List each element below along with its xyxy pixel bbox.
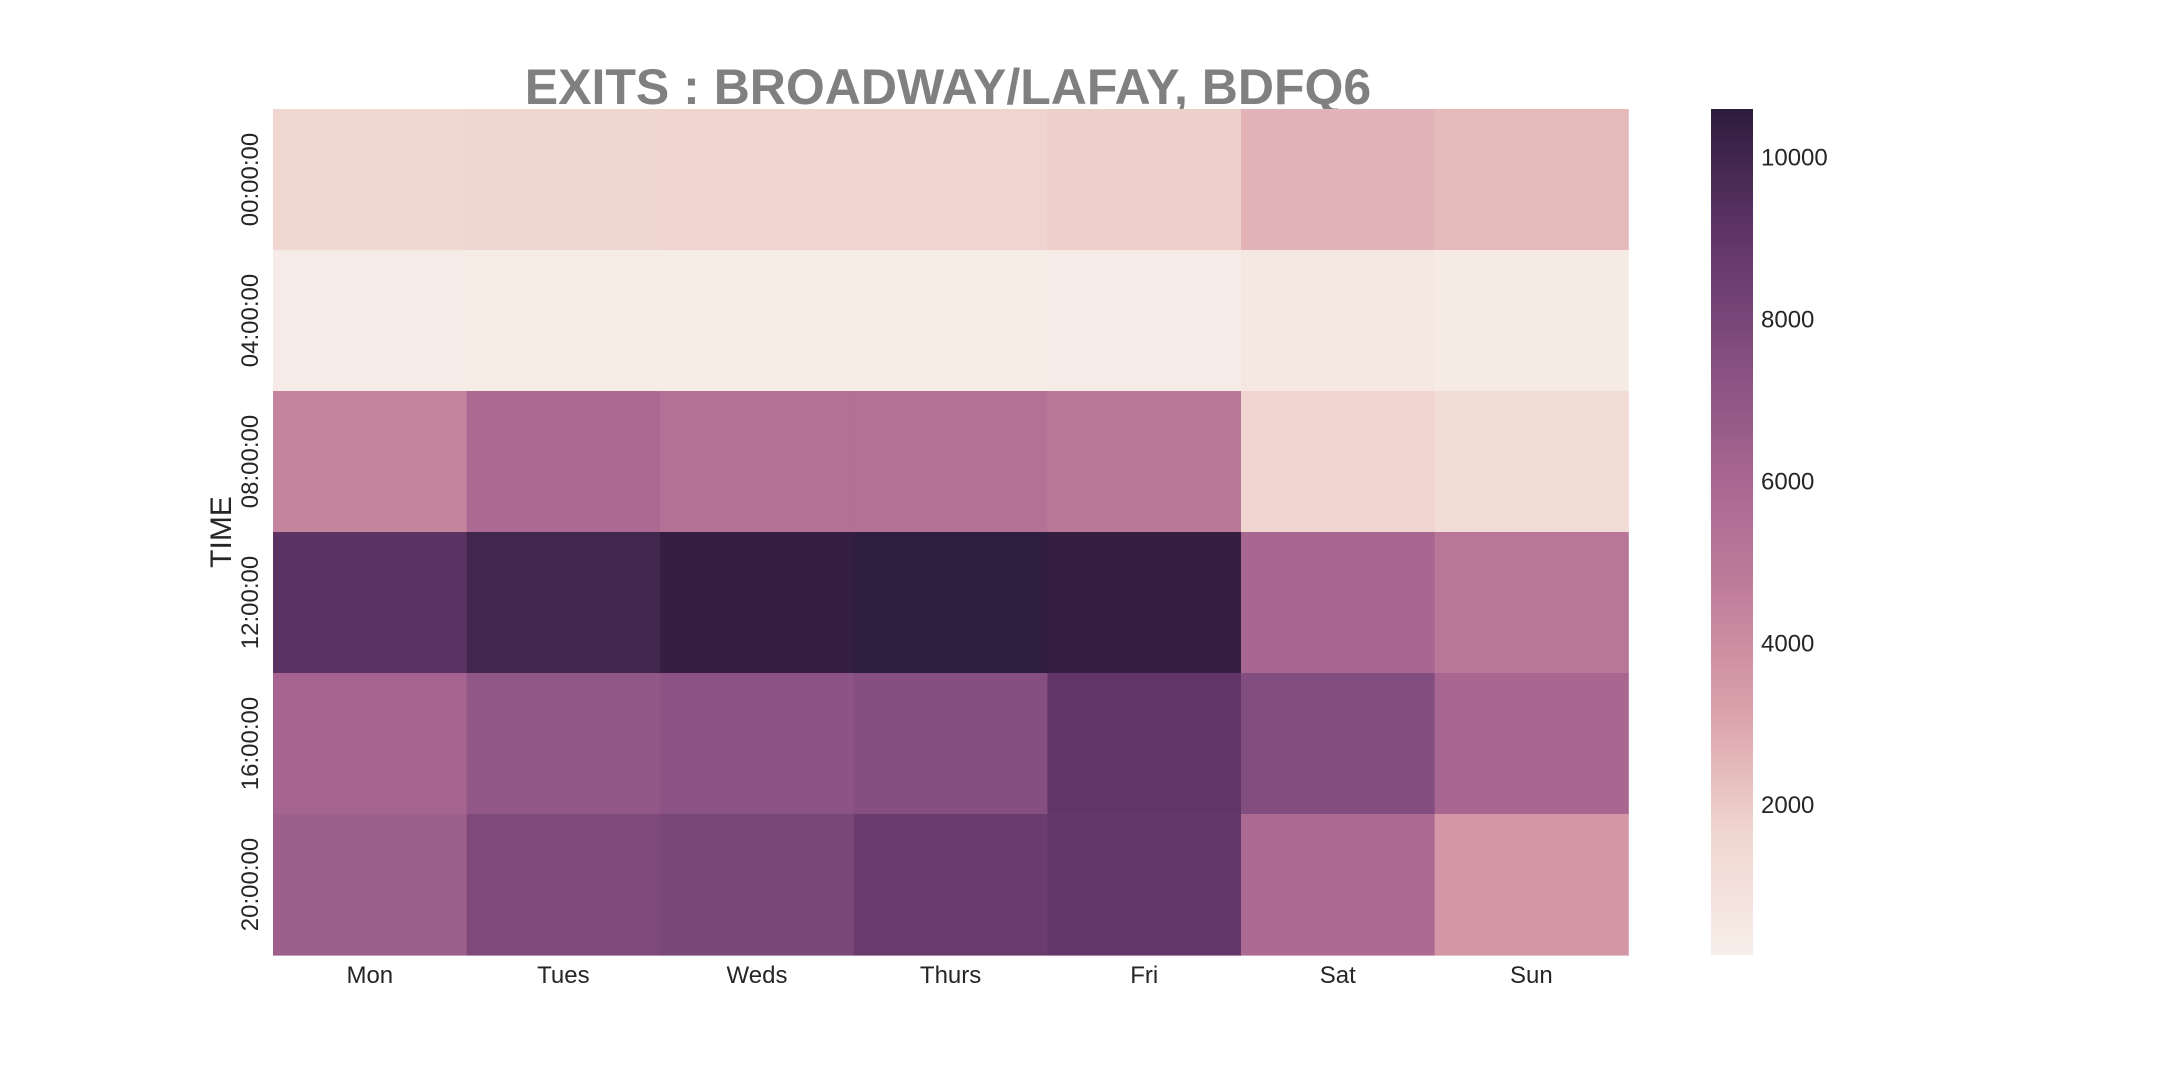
heatmap-cell [1434,814,1629,956]
colorbar-tick-labels: 2000 4000 6000 8000 10000 [1761,145,1828,820]
x-tick-label: Sat [1320,962,1356,989]
heatmap-cell [273,391,468,533]
y-tick-label: 16:00:00 [237,697,264,790]
colorbar [1711,109,1753,955]
colorbar-tick-label: 8000 [1761,307,1814,334]
heatmap-cell [466,109,661,251]
x-tick-label: Sun [1510,962,1553,989]
heatmap-cell [853,673,1048,815]
heatmap-cell [466,250,661,392]
heatmap-cell [1047,109,1242,251]
heatmap-cell [1434,532,1629,674]
x-tick-label: Weds [727,962,788,989]
heatmap-cell [660,250,855,392]
heatmap-cell [660,814,855,956]
x-tick-label: Thurs [920,962,981,989]
colorbar-tick-label: 6000 [1761,468,1814,495]
heatmap-cell [1241,391,1436,533]
heatmap-cell [853,814,1048,956]
heatmap-cell [273,109,468,251]
y-axis-label: TIME [205,496,238,568]
colorbar-tick-label: 2000 [1761,792,1814,819]
heatmap-cell [1241,814,1436,956]
y-tick-label: 04:00:00 [237,274,264,367]
heatmap-cell [853,250,1048,392]
heatmap-cell [1434,673,1629,815]
chart-title: EXITS : BROADWAY/LAFAY, BDFQ6 [524,59,1372,115]
heatmap-cell [853,532,1048,674]
colorbar-tick-label: 4000 [1761,630,1814,657]
colorbar-tick-label: 10000 [1761,145,1828,172]
heatmap-cell [1241,532,1436,674]
y-tick-labels: 00:00:00 04:00:00 08:00:00 12:00:00 16:00:00… [237,133,264,931]
x-tick-label: Mon [346,962,393,989]
heatmap-cell [466,814,661,956]
y-tick-label: 12:00:00 [237,556,264,649]
heatmap-cell [1434,250,1629,392]
heatmap-cell [466,532,661,674]
heatmap-cell [1047,532,1242,674]
heatmap-cell [1047,673,1242,815]
x-tick-labels: Mon Tues Weds Thurs Fri Sat Sun [346,962,1552,989]
heatmap-cell [273,814,468,956]
heatmap-cell [660,532,855,674]
y-tick-label: 08:00:00 [237,415,264,508]
heatmap-cell [1241,673,1436,815]
y-tick-label: 20:00:00 [237,838,264,931]
heatmap-cell [1047,814,1242,956]
heatmap-cell [1241,250,1436,392]
heatmap-cell [273,673,468,815]
heatmap-cell [1047,391,1242,533]
heatmap-cell [1434,109,1629,251]
heatmap-cell [853,391,1048,533]
x-tick-label: Tues [537,962,589,989]
y-tick-label: 00:00:00 [237,133,264,226]
heatmap-cell [1241,109,1436,251]
heatmap-cell [273,532,468,674]
heatmap-cell [1047,250,1242,392]
heatmap-cell [273,250,468,392]
heatmap-cell [660,391,855,533]
heatmap-cell [466,391,661,533]
heatmap-cells [273,109,1629,956]
heatmap-cell [660,109,855,251]
heatmap-cell [853,109,1048,251]
heatmap-cell [1434,391,1629,533]
x-tick-label: Fri [1130,962,1158,989]
heatmap-cell [466,673,661,815]
heatmap-cell [660,673,855,815]
